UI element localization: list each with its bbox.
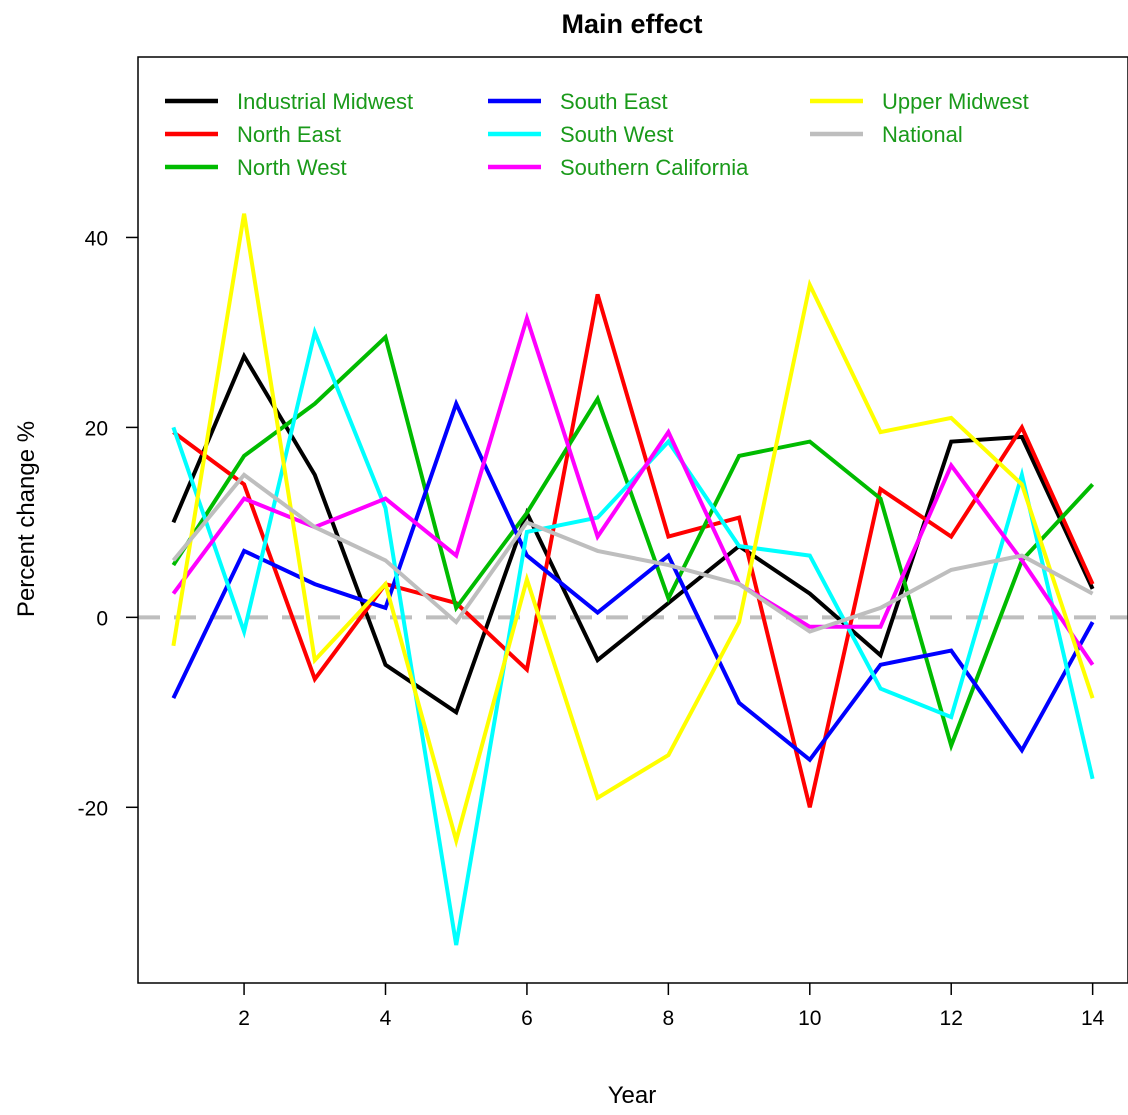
x-tick-label-5: 12 <box>940 1007 963 1030</box>
x-tick-label-1: 4 <box>380 1007 392 1030</box>
series-line-4 <box>171 325 1095 946</box>
legend: Industrial Midwest North East North West So… <box>165 89 1029 180</box>
x-tick-label-0: 2 <box>238 1007 250 1030</box>
legend-label-2: North West <box>237 155 347 180</box>
x-tick-label-4: 10 <box>798 1007 821 1030</box>
y-tick-label-0: -20 <box>78 797 108 820</box>
legend-label-0: Industrial Midwest <box>237 89 413 114</box>
series-line-1 <box>172 293 1095 808</box>
y-tick-label-2: 20 <box>85 417 108 440</box>
series-line-5 <box>171 311 1095 666</box>
legend-label-7: National <box>882 122 963 147</box>
legend-label-6: Upper Midwest <box>882 89 1029 114</box>
legend-label-3: South East <box>560 89 668 114</box>
legend-label-4: South West <box>560 122 673 147</box>
x-axis-label: Year <box>608 1082 657 1109</box>
series-line-0 <box>171 351 1095 716</box>
series-line-6 <box>171 213 1095 849</box>
plot-frame <box>137 56 1128 984</box>
y-axis-label: Percent change % <box>13 421 40 617</box>
x-tick-label-3: 8 <box>663 1007 675 1030</box>
plot-area <box>138 213 1128 946</box>
x-tick-label-6: 14 <box>1081 1007 1105 1030</box>
series-line-3 <box>171 398 1095 763</box>
y-tick-label-3: 40 <box>85 227 108 250</box>
y-tick-label-1: 0 <box>96 607 108 630</box>
legend-label-1: North East <box>237 122 341 147</box>
series-line-2 <box>171 333 1095 752</box>
x-tick-label-2: 6 <box>521 1007 533 1030</box>
chart-title: Main effect <box>561 9 702 39</box>
series-line-7 <box>171 472 1094 634</box>
axes: 2 4 6 8 10 12 14 -20 0 20 40 <box>78 56 1128 1030</box>
legend-label-5: Southern California <box>560 155 749 180</box>
